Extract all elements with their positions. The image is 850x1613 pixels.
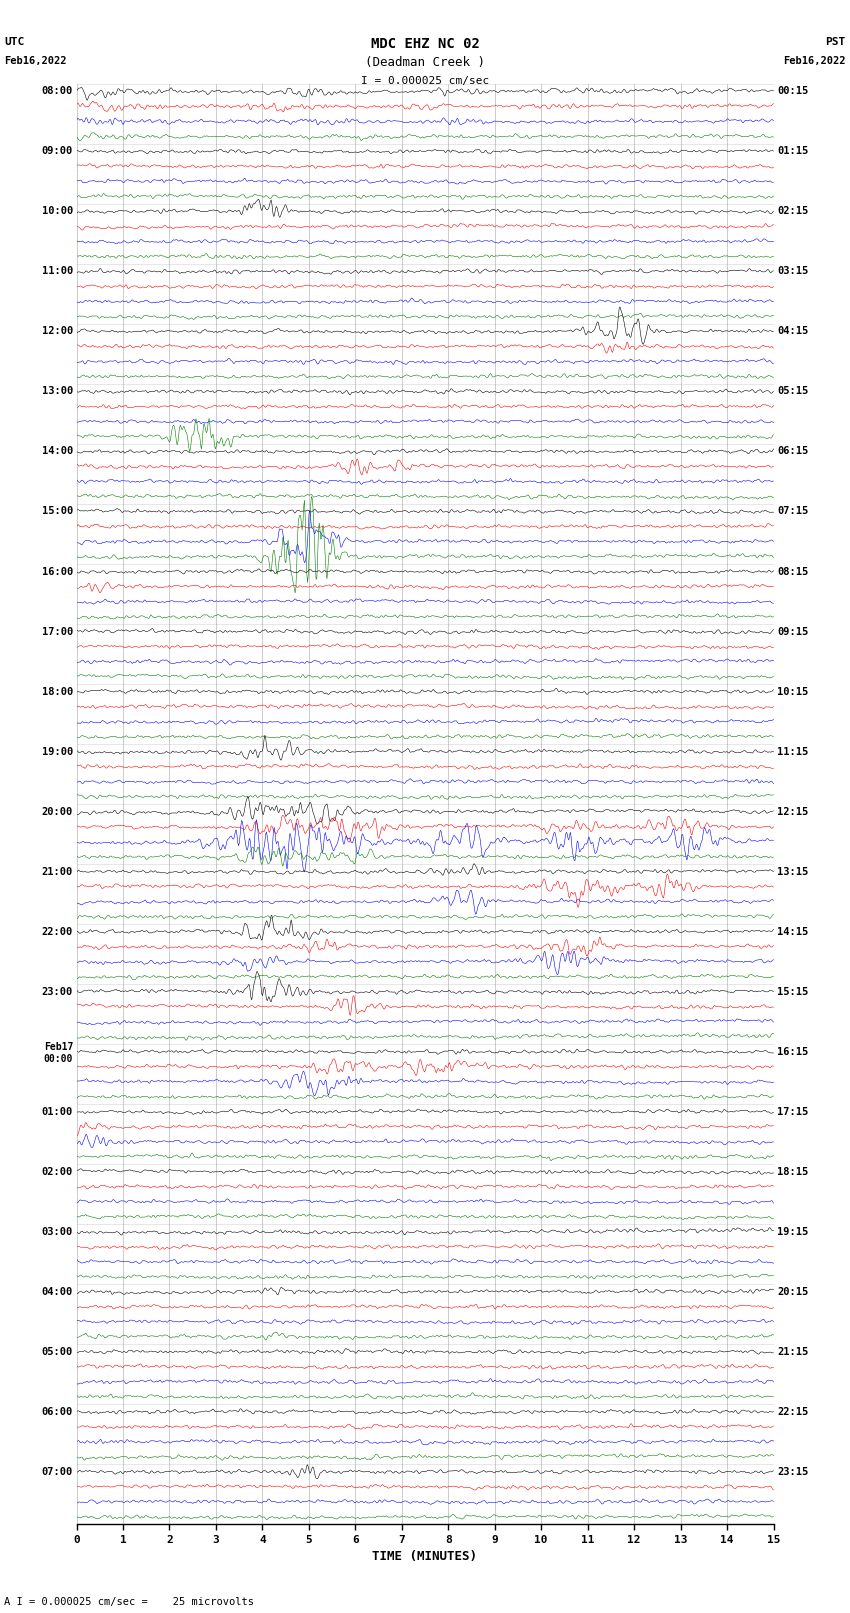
- Text: 09:00: 09:00: [42, 147, 73, 156]
- Text: 10:00: 10:00: [42, 206, 73, 216]
- X-axis label: TIME (MINUTES): TIME (MINUTES): [372, 1550, 478, 1563]
- Text: 08:00: 08:00: [42, 87, 73, 97]
- Text: 07:00: 07:00: [42, 1466, 73, 1478]
- Text: 14:00: 14:00: [42, 447, 73, 456]
- Text: 22:15: 22:15: [777, 1407, 808, 1416]
- Text: 01:00: 01:00: [42, 1107, 73, 1116]
- Text: 19:00: 19:00: [42, 747, 73, 756]
- Text: 21:00: 21:00: [42, 866, 73, 876]
- Text: 21:15: 21:15: [777, 1347, 808, 1357]
- Text: 13:15: 13:15: [777, 866, 808, 876]
- Text: 23:00: 23:00: [42, 987, 73, 997]
- Text: 12:00: 12:00: [42, 326, 73, 337]
- Text: 22:00: 22:00: [42, 926, 73, 937]
- Text: 12:15: 12:15: [777, 806, 808, 816]
- Text: 13:00: 13:00: [42, 387, 73, 397]
- Text: 00:00: 00:00: [43, 1055, 73, 1065]
- Text: 09:15: 09:15: [777, 626, 808, 637]
- Text: 06:00: 06:00: [42, 1407, 73, 1416]
- Text: 10:15: 10:15: [777, 687, 808, 697]
- Text: 14:15: 14:15: [777, 926, 808, 937]
- Text: 19:15: 19:15: [777, 1227, 808, 1237]
- Text: 03:00: 03:00: [42, 1227, 73, 1237]
- Text: 23:15: 23:15: [777, 1466, 808, 1478]
- Text: 16:00: 16:00: [42, 566, 73, 576]
- Text: 20:00: 20:00: [42, 806, 73, 816]
- Text: 18:15: 18:15: [777, 1166, 808, 1177]
- Text: (Deadman Creek ): (Deadman Creek ): [365, 56, 485, 69]
- Text: 05:00: 05:00: [42, 1347, 73, 1357]
- Text: 17:15: 17:15: [777, 1107, 808, 1116]
- Text: 03:15: 03:15: [777, 266, 808, 276]
- Text: 08:15: 08:15: [777, 566, 808, 576]
- Text: 15:15: 15:15: [777, 987, 808, 997]
- Text: 18:00: 18:00: [42, 687, 73, 697]
- Text: 17:00: 17:00: [42, 626, 73, 637]
- Text: 20:15: 20:15: [777, 1287, 808, 1297]
- Text: 06:15: 06:15: [777, 447, 808, 456]
- Text: 16:15: 16:15: [777, 1047, 808, 1057]
- Text: 04:00: 04:00: [42, 1287, 73, 1297]
- Text: MDC EHZ NC 02: MDC EHZ NC 02: [371, 37, 479, 52]
- Text: UTC: UTC: [4, 37, 25, 47]
- Text: 05:15: 05:15: [777, 387, 808, 397]
- Text: 04:15: 04:15: [777, 326, 808, 337]
- Text: 15:00: 15:00: [42, 506, 73, 516]
- Text: 02:15: 02:15: [777, 206, 808, 216]
- Text: Feb16,2022: Feb16,2022: [4, 56, 67, 66]
- Text: Feb16,2022: Feb16,2022: [783, 56, 846, 66]
- Text: 00:15: 00:15: [777, 87, 808, 97]
- Text: 11:00: 11:00: [42, 266, 73, 276]
- Text: PST: PST: [825, 37, 846, 47]
- Text: 11:15: 11:15: [777, 747, 808, 756]
- Text: Feb17: Feb17: [43, 1042, 73, 1052]
- Text: 01:15: 01:15: [777, 147, 808, 156]
- Text: A I = 0.000025 cm/sec =    25 microvolts: A I = 0.000025 cm/sec = 25 microvolts: [4, 1597, 254, 1607]
- Text: 07:15: 07:15: [777, 506, 808, 516]
- Text: 02:00: 02:00: [42, 1166, 73, 1177]
- Text: I = 0.000025 cm/sec: I = 0.000025 cm/sec: [361, 76, 489, 85]
